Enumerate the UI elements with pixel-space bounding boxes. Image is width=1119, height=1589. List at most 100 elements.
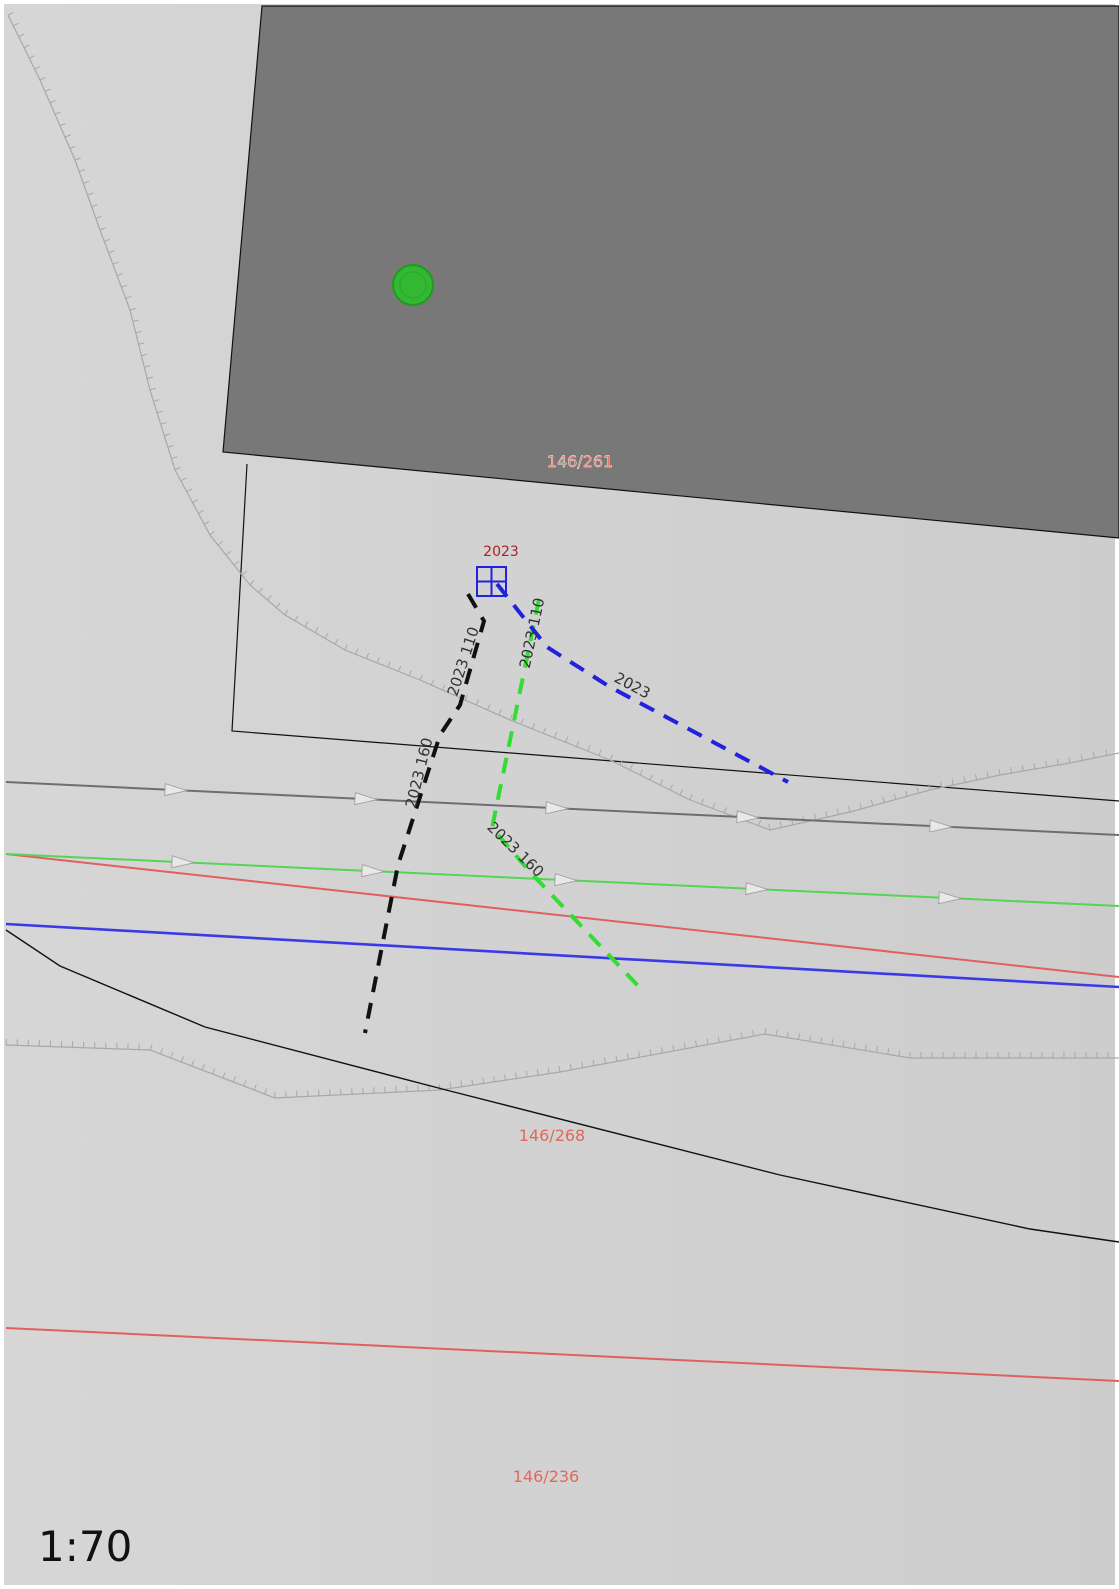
terrain-tick bbox=[797, 1033, 800, 1040]
terrain-tick bbox=[576, 740, 580, 747]
parcel-boundary bbox=[231, 463, 1119, 802]
terrain-tick bbox=[233, 560, 239, 566]
terrain-tick bbox=[842, 1040, 845, 1048]
terrain-tick bbox=[159, 1048, 164, 1055]
terrain-tick bbox=[64, 134, 71, 138]
terrain-tick bbox=[615, 1055, 618, 1062]
terrain-tick bbox=[180, 1056, 184, 1063]
terrain-tick bbox=[29, 55, 35, 59]
terrain-tick bbox=[565, 736, 569, 743]
terrain-tick bbox=[609, 754, 614, 761]
terrain-tick bbox=[198, 510, 204, 514]
terrain-tick bbox=[740, 1032, 743, 1039]
terrain-tick bbox=[893, 793, 897, 800]
terrain-tick bbox=[813, 813, 817, 820]
terrain-tick bbox=[592, 1059, 595, 1066]
terrain-tick bbox=[779, 821, 782, 828]
terrain-tick bbox=[121, 284, 128, 288]
terrain-tick bbox=[659, 779, 664, 786]
terrain-tick bbox=[1080, 754, 1083, 761]
terrain-tick bbox=[882, 796, 885, 803]
flow-arrow-icon bbox=[354, 792, 379, 806]
terrain-tick bbox=[809, 1035, 812, 1042]
terrain-tick bbox=[294, 615, 299, 622]
terrain-tick bbox=[1068, 757, 1071, 764]
terrain-tick bbox=[87, 192, 94, 196]
terrain-tick bbox=[18, 33, 25, 38]
terrain-tick bbox=[859, 802, 862, 809]
terrain-tick bbox=[314, 627, 319, 633]
flow-arrow-icon bbox=[929, 819, 954, 833]
terrain-tick bbox=[191, 1060, 195, 1067]
flow-arrow-icon bbox=[164, 783, 189, 797]
terrain-tick bbox=[453, 689, 457, 696]
terrain-tick bbox=[916, 787, 920, 794]
terrain-tick bbox=[638, 1051, 641, 1058]
terrain-tick bbox=[135, 330, 142, 334]
flow-arrow-icon bbox=[554, 873, 579, 887]
green-circle-marker-icon[interactable] bbox=[392, 264, 434, 306]
terrain-tick bbox=[132, 319, 139, 322]
terrain-tick bbox=[69, 145, 76, 150]
green-dashed-connection[interactable] bbox=[489, 598, 644, 992]
terrain-tick bbox=[498, 709, 502, 716]
terrain-tick bbox=[905, 790, 908, 797]
terrain-tick bbox=[460, 1080, 463, 1087]
flow-arrow-icon bbox=[938, 891, 963, 905]
terrain-tick bbox=[963, 776, 966, 783]
terrain-tick bbox=[387, 661, 391, 668]
terrain-tick bbox=[74, 157, 81, 161]
terrain-tick bbox=[768, 824, 771, 831]
terrain-tick bbox=[723, 807, 727, 814]
terrain-tick bbox=[275, 602, 281, 608]
terrain-tick bbox=[764, 1027, 767, 1035]
terrain-tick bbox=[34, 66, 41, 70]
terrain-tick bbox=[1092, 752, 1095, 759]
terrain-tick bbox=[639, 769, 644, 776]
terrain-tick bbox=[660, 1047, 663, 1054]
terrain-tick bbox=[598, 749, 602, 756]
building-polygon[interactable] bbox=[222, 5, 1119, 539]
terrain-tick bbox=[679, 789, 684, 796]
terrain-tick bbox=[153, 399, 160, 402]
terrain-tick bbox=[39, 77, 46, 81]
terrain-tick bbox=[531, 723, 535, 730]
terrain-tick bbox=[475, 699, 480, 706]
terrain-tick bbox=[504, 1074, 506, 1081]
terrain-tick bbox=[729, 1034, 732, 1041]
terrain-tick bbox=[171, 456, 178, 460]
terrain-tick bbox=[355, 648, 359, 655]
terrain-tick bbox=[928, 784, 931, 791]
terrain-tick bbox=[44, 88, 51, 92]
terrain-tick bbox=[91, 204, 98, 208]
gray-line-arrows bbox=[164, 783, 954, 833]
terrain-tick bbox=[99, 227, 106, 231]
terrain-tick bbox=[669, 784, 674, 791]
terrain-tick bbox=[83, 180, 90, 184]
terrain-tick bbox=[201, 1064, 205, 1071]
parcel-label-3: 146/236 bbox=[513, 1467, 579, 1486]
terrain-tick bbox=[304, 621, 309, 627]
terrain-tick bbox=[547, 1067, 550, 1074]
terrain-tick bbox=[1033, 763, 1036, 770]
terrain-tick bbox=[13, 22, 19, 27]
terrain-tick bbox=[695, 1040, 698, 1047]
terrain-tick bbox=[192, 499, 199, 503]
terrain-tick bbox=[520, 718, 524, 725]
flow-arrow-icon bbox=[736, 810, 761, 824]
black-dashed-connection[interactable] bbox=[363, 592, 487, 1034]
red-line-lower bbox=[5, 1327, 1119, 1382]
terrain-tick bbox=[487, 704, 491, 711]
terrain-tick bbox=[149, 1044, 153, 1051]
terrain-tick bbox=[147, 376, 154, 380]
window-grid-icon[interactable] bbox=[476, 566, 507, 597]
flow-arrow-icon bbox=[361, 864, 386, 878]
blue-dashed-connection[interactable] bbox=[495, 582, 789, 784]
terrain-tick bbox=[144, 365, 151, 368]
terrain-tick bbox=[232, 1076, 236, 1083]
terrain-tick bbox=[683, 1042, 686, 1049]
terrain-tick bbox=[1010, 767, 1013, 774]
flow-arrow-icon bbox=[745, 882, 770, 896]
terrain-tick bbox=[864, 1044, 867, 1051]
